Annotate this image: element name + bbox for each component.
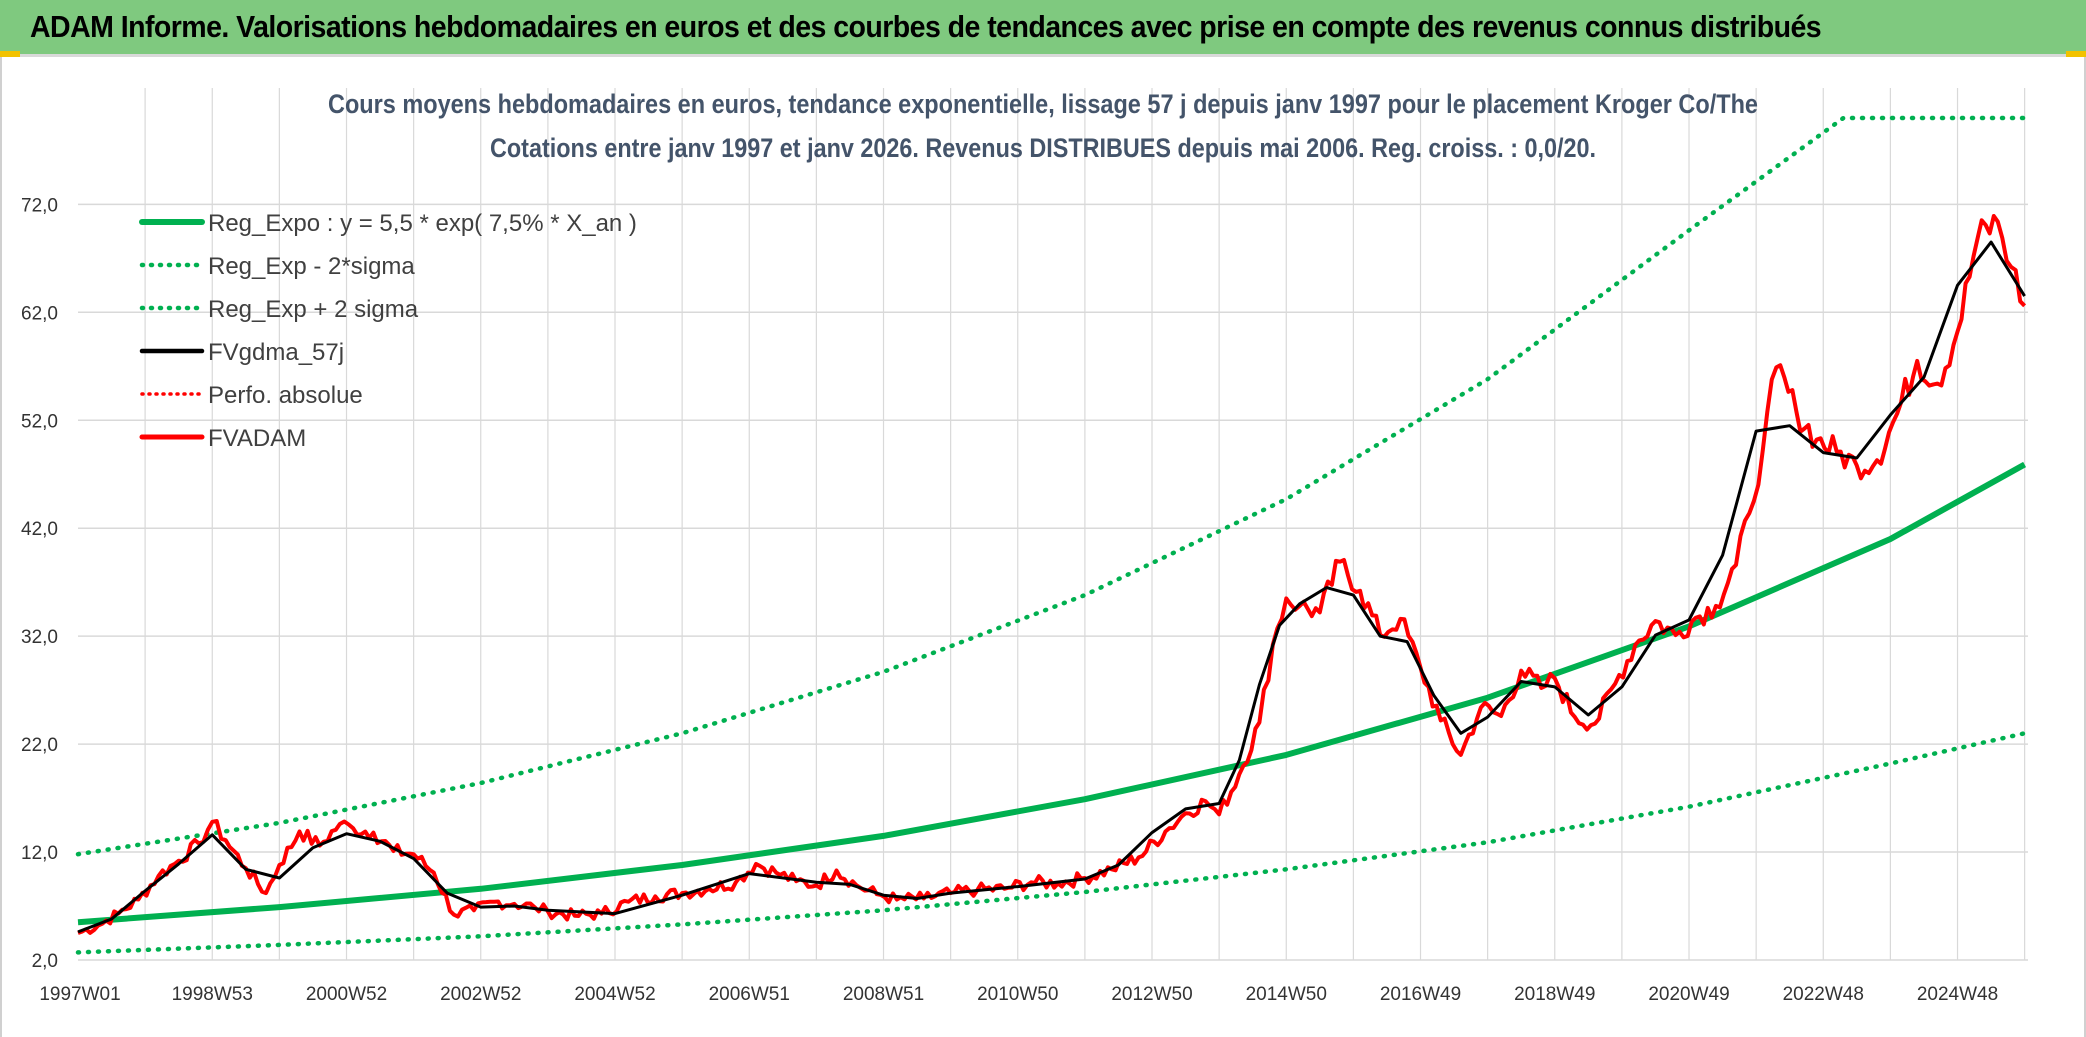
legend-label: Reg_Expo : y = 5,5 * exp( 7,5% * X_an ) — [208, 210, 637, 237]
grid — [78, 88, 2028, 961]
y-tick-label: 42,0 — [21, 519, 58, 540]
x-tick-label: 2016W49 — [1380, 984, 1461, 1005]
chart-title-line1: Cours moyens hebdomadaires en euros, ten… — [328, 89, 1758, 119]
series-reg-expo — [77, 461, 2027, 926]
x-tick-label: 2014W50 — [1246, 984, 1327, 1005]
x-tick-label: 2022W48 — [1783, 984, 1864, 1005]
legend-label: Reg_Exp + 2 sigma — [208, 296, 419, 323]
y-tick-label: 22,0 — [21, 735, 58, 756]
y-tick-label: 2,0 — [32, 951, 58, 972]
x-tick-label: 2008W51 — [843, 984, 924, 1005]
legend-label: FVADAM — [208, 425, 306, 452]
x-tick-label: 2024W48 — [1917, 984, 1998, 1005]
x-tick-label: 2010W50 — [977, 984, 1058, 1005]
x-tick-label: 2006W51 — [709, 984, 790, 1005]
x-tick-label: 2018W49 — [1514, 984, 1595, 1005]
series-reg-exp-plus-2sigma — [75, 115, 2027, 857]
x-tick-label: 2012W50 — [1111, 984, 1192, 1005]
y-tick-label: 12,0 — [21, 843, 58, 864]
corner-mark-right — [2066, 51, 2086, 57]
y-tick-label: 32,0 — [21, 627, 58, 648]
y-tick-label: 72,0 — [21, 195, 58, 216]
x-tick-label: 2000W52 — [306, 984, 387, 1005]
legend-label: Perfo. absolue — [208, 382, 363, 409]
series-lines — [75, 115, 2027, 955]
x-tick-label: 2020W49 — [1648, 984, 1729, 1005]
corner-mark-left — [0, 51, 20, 57]
x-axis-ticks: 1997W01 1998W53 2000W52 2002W52 2004W52 2006W… — [39, 984, 1998, 1005]
header-bar: ADAM Informe. Valorisations hebdomadaire… — [0, 0, 2086, 57]
legend-label: Reg_Exp - 2*sigma — [208, 253, 415, 280]
y-axis-ticks: 2,0 12,0 22,0 32,0 42,0 52,0 62,0 72,0 — [21, 195, 58, 972]
report-title: ADAM Informe. Valorisations hebdomadaire… — [30, 9, 1822, 44]
y-tick-label: 52,0 — [21, 411, 58, 432]
x-tick-label: 2004W52 — [574, 984, 655, 1005]
legend: Reg_Expo : y = 5,5 * exp( 7,5% * X_an ) R… — [139, 210, 637, 452]
series-fvadam — [77, 214, 2027, 935]
series-fvgdma-57j — [77, 240, 2026, 934]
chart-title-line2: Cotations entre janv 1997 et janv 2026. … — [490, 133, 1596, 163]
series-reg-exp-minus-2sigma — [75, 731, 2027, 955]
y-tick-label: 62,0 — [21, 303, 58, 324]
legend-label: FVgdma_57j — [208, 339, 344, 366]
x-tick-label: 1997W01 — [39, 984, 120, 1005]
x-tick-label: 2002W52 — [440, 984, 521, 1005]
x-tick-label: 1998W53 — [172, 984, 253, 1005]
chart-frame — [0, 57, 2086, 1037]
